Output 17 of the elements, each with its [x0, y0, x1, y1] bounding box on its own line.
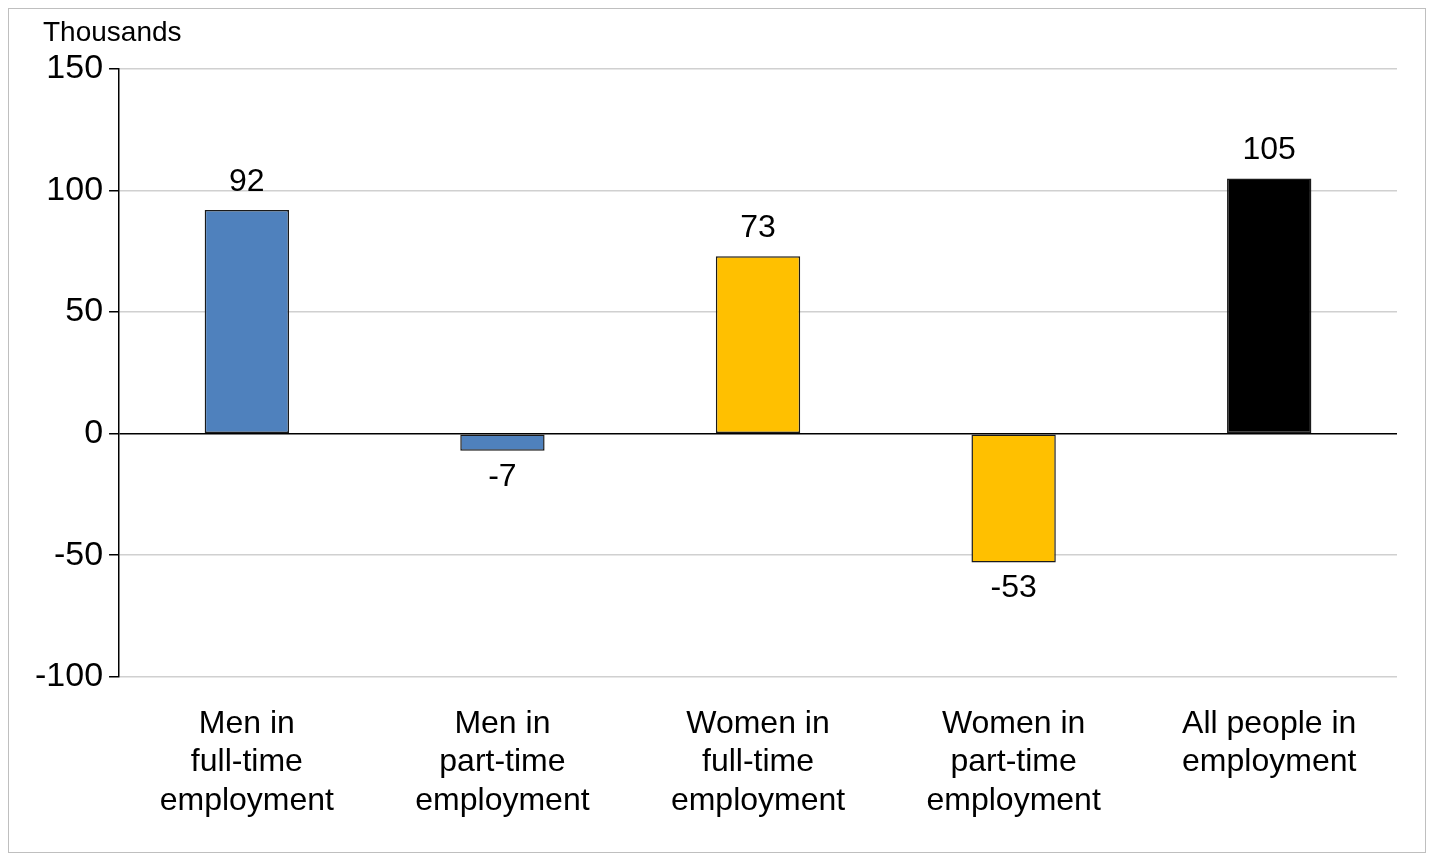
data-label: 92 [229, 161, 265, 198]
data-label: 73 [740, 208, 776, 245]
data-label: 105 [1242, 130, 1296, 167]
y-tick-label: 150 [46, 47, 104, 86]
y-tick-label: -100 [34, 655, 104, 694]
y-axis-title: Thousands [43, 15, 182, 47]
x-tick-label: Women in part-time employment [926, 703, 1101, 817]
x-tick-label: Men in part-time employment [415, 703, 590, 817]
y-tick-label: 0 [84, 412, 104, 451]
x-tick-label: All people in employment [1182, 703, 1357, 779]
x-tick-label: Women in full-time employment [670, 703, 846, 817]
y-tick-label: 100 [46, 168, 104, 207]
y-tick-label: 50 [65, 290, 104, 329]
data-label: -53 [990, 568, 1037, 605]
y-tick-label: -50 [53, 533, 104, 572]
x-tick-label: Men in full-time employment [159, 703, 335, 817]
data-label: -7 [488, 456, 517, 493]
